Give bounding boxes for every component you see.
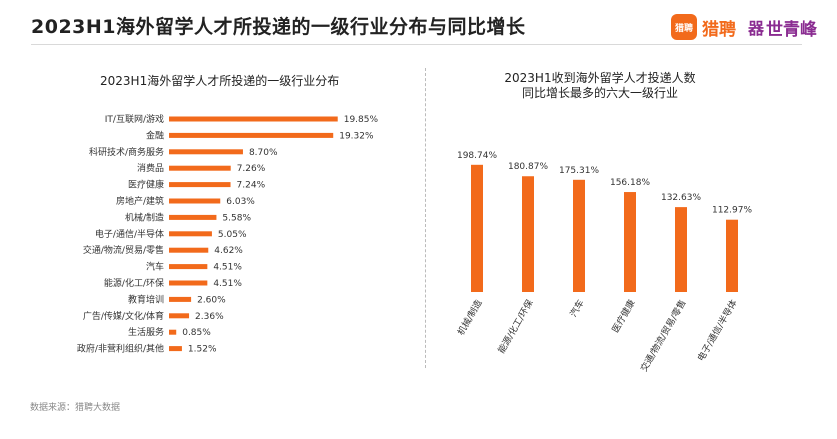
category-label: 金融 [146,129,164,141]
value-label: 4.51% [213,279,242,289]
shiqingfeng-brand-name: 世青峰 [766,19,817,40]
category-label: 广告/传媒/文化/体育 [83,310,164,322]
category-label: 电子/通信/半导体 [95,228,164,240]
value-label: 8.70% [249,148,278,158]
value-label: 132.63% [661,193,701,203]
bar [169,214,217,220]
bar [169,296,192,302]
bar [169,198,221,204]
value-label: 112.97% [712,206,752,216]
category-label: 医疗健康 [128,179,164,191]
liepin-brand-name: 猎聘 [701,19,736,40]
category-label: 科研技术/商务服务 [89,146,164,158]
category-label: 医疗健康 [609,298,637,335]
shiqingfeng-logo-icon: 器 [747,19,764,38]
bar [522,176,534,292]
bar [169,132,334,138]
bar [169,165,231,171]
value-label: 1.52% [188,345,217,355]
bar [169,280,208,286]
category-label: 汽车 [567,298,586,320]
value-label: 7.26% [237,164,266,174]
value-label: 5.58% [222,213,251,223]
page-title: 2023H1海外留学人才所投递的一级行业分布与同比增长 [31,16,526,38]
category-label: 机械/制造 [455,298,485,338]
bar [471,164,483,292]
bar [675,207,687,292]
value-label: 4.51% [213,263,242,273]
bar [169,346,182,352]
category-label: 汽车 [146,261,164,273]
category-label: 交通/物流/贸易/零售 [638,298,689,374]
bar [169,149,243,155]
value-label: 175.31% [559,166,599,176]
category-label: 交通/物流/贸易/零售 [83,244,164,256]
value-label: 6.03% [226,197,255,207]
data-source-note: 数据来源：猎聘大数据 [30,403,121,413]
bar [169,329,177,335]
category-label: 政府/非营利组织/其他 [77,343,164,355]
title-divider [31,44,802,45]
right-chart-title-line: 2023H1收到海外留学人才投递人数 [504,71,696,85]
category-label: 消费品 [137,162,164,174]
value-label: 7.24% [237,181,266,191]
category-label: 能源/化工/环保 [104,277,164,289]
value-label: 4.62% [214,246,243,256]
value-label: 180.87% [508,162,548,172]
bar [169,313,190,319]
bar [169,264,208,270]
liepin-logo-icon: 猎聘 [670,14,697,40]
bar [573,179,585,292]
bar [624,192,636,292]
value-label: 19.85% [344,115,379,125]
value-label: 19.32% [339,131,374,141]
category-label: IT/互联网/游戏 [105,113,164,125]
value-label: 2.36% [195,312,224,322]
bar [726,219,738,292]
category-label: 机械/制造 [125,211,164,223]
value-label: 156.18% [610,178,650,188]
value-label: 198.74% [457,151,497,161]
category-label: 房地产/建筑 [116,195,164,207]
category-label: 生活服务 [128,326,164,338]
value-label: 2.60% [197,295,226,305]
value-label: 0.85% [182,328,211,338]
chart-divider [425,68,426,368]
right-chart-title-line: 同比增长最多的六大一级行业 [521,86,678,100]
bar [169,182,231,188]
brand-area: 猎聘 猎聘 器 世青峰 [670,14,817,40]
bar [169,116,338,122]
category-label: 教育培训 [128,293,164,305]
left-chart-title: 2023H1海外留学人才所投递的一级行业分布 [100,74,340,88]
category-label: 电子/通信/半导体 [695,298,740,364]
value-label: 5.05% [218,230,247,240]
bar [169,247,209,253]
right-chart-title: 2023H1收到海外留学人才投递人数 同比增长最多的六大一级行业 [490,71,710,101]
category-label: 能源/化工/环保 [495,298,535,356]
bar [169,231,212,237]
